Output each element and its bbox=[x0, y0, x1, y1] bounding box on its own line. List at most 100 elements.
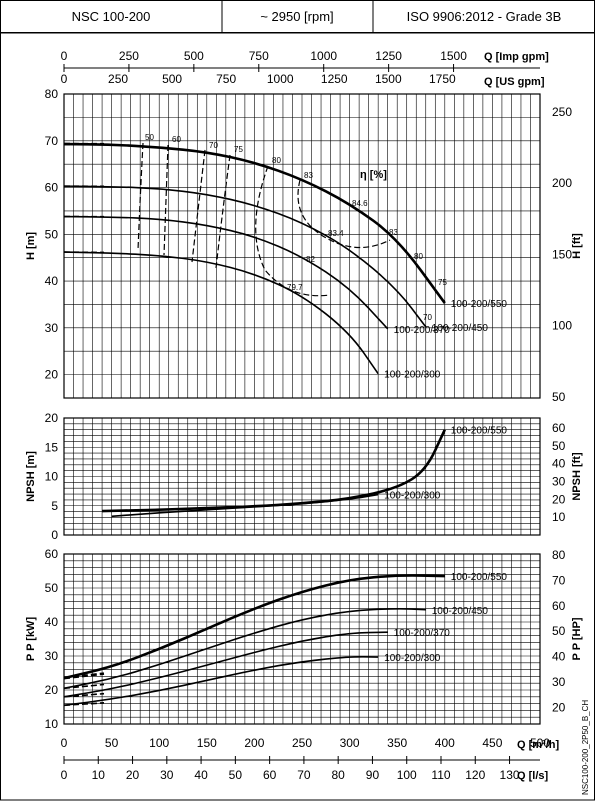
left-tick-label: 5 bbox=[51, 499, 58, 513]
imp-gpm-tick-label: 250 bbox=[119, 49, 139, 63]
standard-label: ISO 9906:2012 - Grade 3B bbox=[407, 9, 562, 24]
right-tick-label: 60 bbox=[552, 421, 566, 435]
ls-tick-label: 40 bbox=[194, 768, 208, 782]
ls-tick-label: 20 bbox=[126, 768, 140, 782]
efficiency-label: 84.6 bbox=[352, 199, 368, 208]
series-line-100-200-300 bbox=[63, 656, 379, 707]
ls-tick-label: 50 bbox=[229, 768, 243, 782]
right-tick-label: 40 bbox=[552, 650, 566, 664]
efficiency-label: 70 bbox=[423, 313, 432, 322]
panel-frame bbox=[63, 93, 541, 399]
series-label: 100-200/550 bbox=[451, 426, 508, 437]
ls-tick-label: 100 bbox=[397, 768, 417, 782]
left-tick-label: 50 bbox=[45, 227, 59, 241]
left-tick-label: 80 bbox=[45, 87, 59, 101]
head-panel: 20 30 40 50 60 70 80 50 100 150 200 250 H [m] H [ft] 1… bbox=[25, 87, 583, 404]
series-label: 100-200/550 bbox=[451, 572, 508, 583]
left-tick-label: 30 bbox=[45, 321, 59, 335]
ls-tick-label: 80 bbox=[331, 768, 345, 782]
right-tick-label: 100 bbox=[552, 319, 572, 333]
right-tick-label: 50 bbox=[552, 390, 566, 404]
m3h-tick-label: 400 bbox=[435, 736, 455, 750]
us-gpm-tick-label: 500 bbox=[162, 72, 182, 86]
imp-gpm-tick-label: 500 bbox=[184, 49, 204, 63]
imp-gpm-tick-label: 1250 bbox=[375, 49, 402, 63]
power-panel: 10 20 30 40 50 60 20 30 40 50 60 70 80 P P [kW] P P [H… bbox=[25, 547, 583, 731]
left-tick-label: 60 bbox=[45, 547, 59, 561]
right-tick-label: 250 bbox=[552, 105, 572, 119]
ls-tick-label: 90 bbox=[366, 768, 380, 782]
series-line-100-200-550 bbox=[63, 574, 445, 680]
efficiency-label: 82 bbox=[306, 255, 315, 264]
right-axis-label: NPSH [ft] bbox=[571, 452, 583, 501]
ls-tick-label: 70 bbox=[297, 768, 311, 782]
right-tick-label: 50 bbox=[552, 624, 566, 638]
ls-label: Q [l/s] bbox=[517, 770, 549, 782]
left-tick-label: 60 bbox=[45, 181, 59, 195]
efficiency-label: 75 bbox=[234, 145, 243, 154]
m3h-tick-label: 100 bbox=[149, 736, 169, 750]
left-axis-label: P P [kW] bbox=[25, 617, 37, 662]
series-label: 100-200/300 bbox=[384, 653, 441, 664]
efficiency-contour bbox=[163, 144, 169, 256]
side-note: NSC100-200_2P50_B_CH bbox=[581, 700, 590, 795]
left-tick-label: 40 bbox=[45, 274, 59, 288]
ls-tick-label: 10 bbox=[92, 768, 106, 782]
right-axis-label: H [ft] bbox=[571, 233, 583, 259]
efficiency-label: 83 bbox=[304, 171, 313, 180]
right-tick-label: 150 bbox=[552, 247, 572, 261]
efficiency-label: 80 bbox=[414, 252, 423, 261]
efficiency-contour bbox=[191, 149, 206, 263]
left-tick-label: 50 bbox=[45, 581, 59, 595]
us-gpm-tick-label: 1750 bbox=[429, 72, 456, 86]
efficiency-label: 50 bbox=[145, 133, 154, 142]
series-line-100-200-300 bbox=[111, 493, 379, 518]
left-tick-label: 40 bbox=[45, 615, 59, 629]
right-tick-label: 80 bbox=[552, 548, 566, 562]
right-tick-label: 20 bbox=[552, 700, 566, 714]
outer-frame bbox=[0, 32, 595, 801]
panel-frame bbox=[63, 553, 541, 725]
left-axis-label: H [m] bbox=[25, 232, 37, 260]
series-label: 100-200/370 bbox=[394, 628, 451, 639]
speed-label: ~ 2950 [rpm] bbox=[260, 9, 333, 24]
left-tick-label: 10 bbox=[45, 470, 59, 484]
left-tick-label: 0 bbox=[51, 528, 58, 542]
m3h-tick-label: 350 bbox=[387, 736, 407, 750]
m3h-tick-label: 300 bbox=[340, 736, 360, 750]
m3h-tick-label: 150 bbox=[197, 736, 217, 750]
series-dash bbox=[63, 702, 105, 707]
ls-tick-label: 110 bbox=[431, 768, 450, 782]
ls-tick-label: 0 bbox=[61, 768, 68, 782]
right-tick-label: 30 bbox=[552, 675, 566, 689]
imp-gpm-tick-label: 750 bbox=[249, 49, 269, 63]
right-tick-label: 60 bbox=[552, 599, 566, 613]
imp-gpm-tick-label: 1000 bbox=[310, 49, 337, 63]
efficiency-contour bbox=[255, 165, 331, 297]
m3h-tick-label: 0 bbox=[61, 736, 68, 750]
efficiency-label: 75 bbox=[438, 278, 447, 287]
left-tick-label: 20 bbox=[45, 411, 59, 425]
m3h-tick-label: 500 bbox=[530, 736, 550, 750]
right-tick-label: 200 bbox=[552, 176, 572, 190]
header-row: NSC 100-200 ~ 2950 [rpm] ISO 9906:2012 -… bbox=[0, 0, 595, 33]
us-gpm-tick-label: 1250 bbox=[321, 72, 348, 86]
imp-gpm-label: Q [Imp gpm] bbox=[484, 51, 549, 63]
bottom-axes: 0 50 100 150 200 250 300 350 400 450 500 0 10 20 30 40 5… bbox=[61, 736, 551, 782]
series-line-100-200-450 bbox=[63, 608, 426, 690]
left-tick-label: 20 bbox=[45, 683, 59, 697]
series-label: 100-200/300 bbox=[384, 491, 441, 502]
us-gpm-tick-label: 750 bbox=[216, 72, 236, 86]
efficiency-label: 79.7 bbox=[287, 283, 303, 292]
ls-tick-label: 120 bbox=[465, 768, 485, 782]
right-tick-label: 20 bbox=[552, 492, 566, 506]
right-axis-label: P P [HP] bbox=[571, 617, 583, 660]
right-tick-label: 10 bbox=[552, 510, 566, 524]
efficiency-contour bbox=[137, 142, 144, 251]
ls-tick-label: 130 bbox=[500, 768, 520, 782]
series-line-100-200-300 bbox=[63, 251, 379, 375]
left-axis-label: NPSH [m] bbox=[25, 451, 37, 502]
series-line-100-200-450 bbox=[63, 185, 427, 328]
right-tick-label: 70 bbox=[552, 574, 566, 588]
